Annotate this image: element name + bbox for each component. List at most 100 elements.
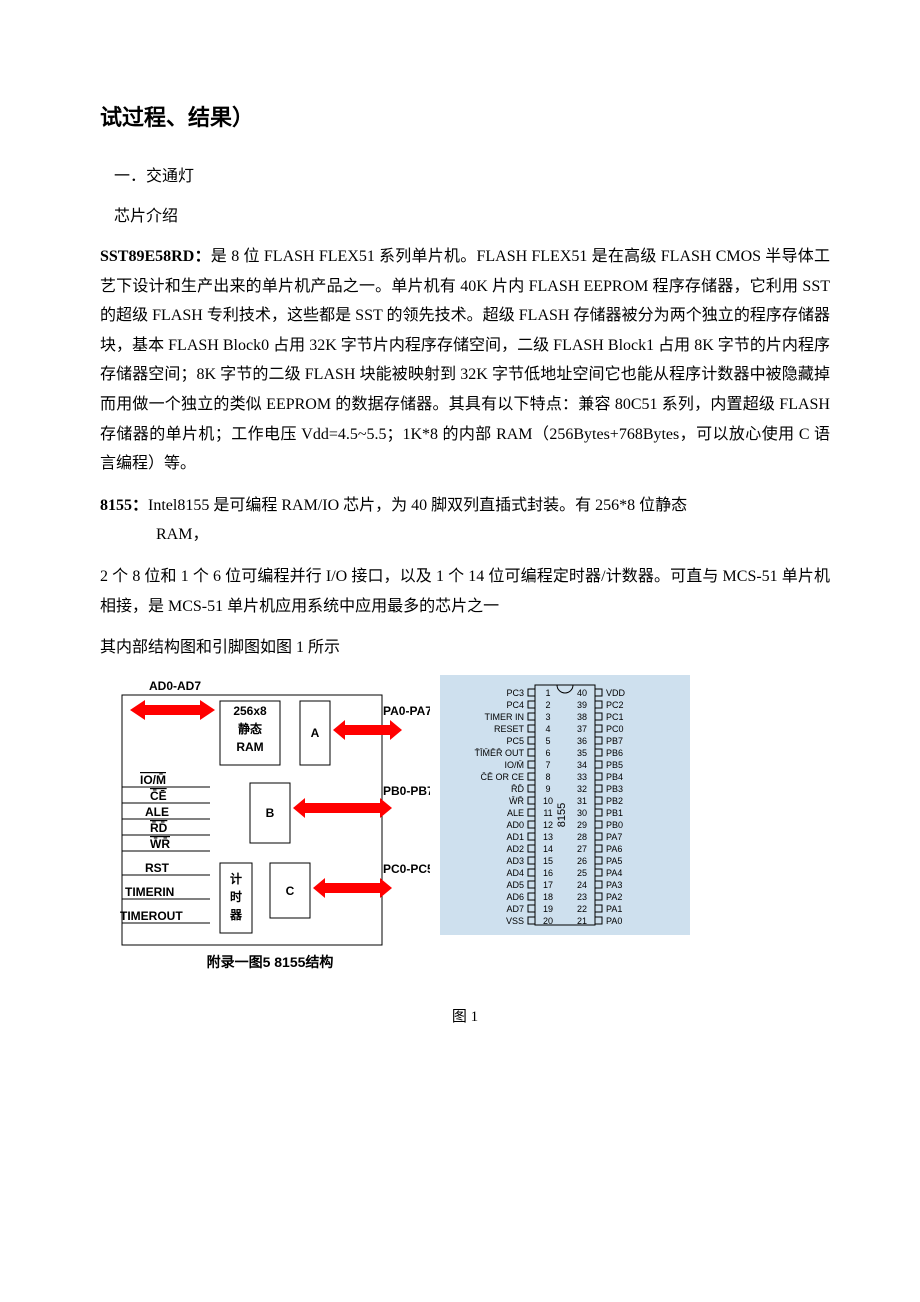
- subheading-2: 芯片介绍: [114, 202, 830, 226]
- svg-text:时: 时: [230, 889, 242, 904]
- svg-text:40: 40: [577, 688, 587, 698]
- svg-text:15: 15: [543, 856, 553, 866]
- svg-text:PB1: PB1: [606, 808, 623, 818]
- svg-text:24: 24: [577, 880, 587, 890]
- svg-text:9: 9: [545, 784, 550, 794]
- svg-text:PB2: PB2: [606, 796, 623, 806]
- svg-text:静态: 静态: [238, 721, 262, 736]
- svg-text:7: 7: [545, 760, 550, 770]
- svg-text:36: 36: [577, 736, 587, 746]
- svg-text:PA4: PA4: [606, 868, 622, 878]
- svg-text:33: 33: [577, 772, 587, 782]
- svg-text:RESET: RESET: [494, 724, 525, 734]
- svg-text:26: 26: [577, 856, 587, 866]
- svg-text:AD3: AD3: [506, 856, 524, 866]
- svg-text:PA2: PA2: [606, 892, 622, 902]
- svg-text:11: 11: [543, 808, 552, 818]
- paragraph-8155: 8155：Intel8155 是可编程 RAM/IO 芯片，为 40 脚双列直插…: [100, 491, 830, 521]
- svg-text:PB0-PB7: PB0-PB7: [383, 784, 430, 798]
- svg-text:18: 18: [543, 892, 553, 902]
- svg-text:PA1: PA1: [606, 904, 622, 914]
- svg-text:PC0-PC5: PC0-PC5: [383, 862, 430, 876]
- svg-text:AD1: AD1: [506, 832, 524, 842]
- svg-text:TIMEROUT: TIMEROUT: [120, 909, 183, 923]
- svg-text:PC1: PC1: [606, 712, 624, 722]
- svg-text:C̄Ē: C̄Ē: [150, 789, 167, 803]
- svg-text:A: A: [311, 726, 320, 740]
- svg-text:TIMER IN: TIMER IN: [485, 712, 525, 722]
- figure-row: .lbl{font-size:12px; font-weight:bold; f…: [120, 675, 830, 975]
- svg-text:6: 6: [545, 748, 550, 758]
- svg-text:VDD: VDD: [606, 688, 626, 698]
- svg-text:29: 29: [577, 820, 587, 830]
- svg-text:23: 23: [577, 892, 587, 902]
- svg-text:AD4: AD4: [506, 868, 524, 878]
- svg-text:T̄ĪM̄ĒR̄ OUT: T̄ĪM̄ĒR̄ OUT: [475, 748, 525, 758]
- figure-caption: 图 1: [100, 1005, 830, 1026]
- svg-text:C̄Ē OR CE: C̄Ē OR CE: [480, 772, 524, 782]
- svg-text:31: 31: [577, 796, 587, 806]
- paragraph-sst89: SST89E58RD：是 8 位 FLASH FLEX51 系列单片机。FLAS…: [100, 242, 830, 479]
- svg-text:256x8: 256x8: [233, 704, 267, 718]
- svg-text:22: 22: [577, 904, 587, 914]
- svg-text:14: 14: [543, 844, 553, 854]
- svg-text:38: 38: [577, 712, 587, 722]
- svg-text:3: 3: [545, 712, 550, 722]
- svg-text:PA5: PA5: [606, 856, 622, 866]
- svg-text:PC0: PC0: [606, 724, 624, 734]
- svg-text:25: 25: [577, 868, 587, 878]
- svg-text:21: 21: [577, 916, 587, 926]
- svg-text:10: 10: [543, 796, 553, 806]
- svg-text:17: 17: [543, 880, 553, 890]
- svg-text:20: 20: [543, 916, 553, 926]
- svg-text:器: 器: [229, 908, 243, 922]
- svg-text:39: 39: [577, 700, 587, 710]
- svg-text:AD6: AD6: [506, 892, 524, 902]
- svg-text:28: 28: [577, 832, 587, 842]
- svg-text:B: B: [266, 806, 275, 820]
- svg-text:PB7: PB7: [606, 736, 623, 746]
- svg-text:PB3: PB3: [606, 784, 623, 794]
- svg-text:PA0-PA7: PA0-PA7: [383, 704, 430, 718]
- svg-text:PC3: PC3: [506, 688, 524, 698]
- svg-text:W̄R̄: W̄R̄: [509, 796, 524, 806]
- block-diagram: .lbl{font-size:12px; font-weight:bold; f…: [120, 675, 430, 975]
- svg-text:16: 16: [543, 868, 553, 878]
- svg-text:27: 27: [577, 844, 587, 854]
- svg-text:VSS: VSS: [506, 916, 524, 926]
- svg-text:PA3: PA3: [606, 880, 622, 890]
- svg-text:13: 13: [543, 832, 553, 842]
- i8155-label: 8155：: [100, 497, 148, 514]
- i8155-cont: RAM，: [100, 520, 830, 550]
- svg-text:C: C: [286, 884, 295, 898]
- svg-text:AD7: AD7: [506, 904, 524, 914]
- section-title: 试过程、结果）: [100, 100, 830, 132]
- svg-text:PA0: PA0: [606, 916, 622, 926]
- svg-text:计: 计: [230, 871, 242, 886]
- svg-text:W̄R̄: W̄R̄: [150, 837, 170, 851]
- svg-text:PC5: PC5: [506, 736, 524, 746]
- svg-text:1: 1: [545, 688, 550, 698]
- svg-text:2: 2: [545, 700, 550, 710]
- svg-text:8155: 8155: [556, 802, 568, 826]
- svg-text:PB6: PB6: [606, 748, 623, 758]
- subheading-1: 一．交通灯: [114, 162, 830, 186]
- sst89-label: SST89E58RD：: [100, 248, 211, 265]
- svg-text:AD2: AD2: [506, 844, 524, 854]
- svg-text:RAM: RAM: [236, 740, 263, 754]
- svg-text:PC2: PC2: [606, 700, 624, 710]
- svg-text:32: 32: [577, 784, 587, 794]
- svg-text:IO/M̄: IO/M̄: [140, 773, 166, 787]
- svg-text:5: 5: [545, 736, 550, 746]
- svg-text:IO/M̄: IO/M̄: [505, 760, 525, 770]
- svg-text:8: 8: [545, 772, 550, 782]
- svg-text:ALE: ALE: [145, 805, 169, 819]
- svg-text:RST: RST: [145, 861, 170, 875]
- pinout-diagram: 8155 1PC32PC43TIMER IN4RESET5PC56T̄ĪM̄E…: [440, 675, 690, 935]
- paragraph-io: 2 个 8 位和 1 个 6 位可编程并行 I/O 接口，以及 1 个 14 位…: [100, 562, 830, 621]
- svg-text:附录一图5 8155结构: 附录一图5 8155结构: [207, 954, 334, 970]
- svg-text:34: 34: [577, 760, 587, 770]
- svg-text:ALE: ALE: [507, 808, 524, 818]
- svg-text:37: 37: [577, 724, 587, 734]
- svg-text:TIMERIN: TIMERIN: [125, 885, 174, 899]
